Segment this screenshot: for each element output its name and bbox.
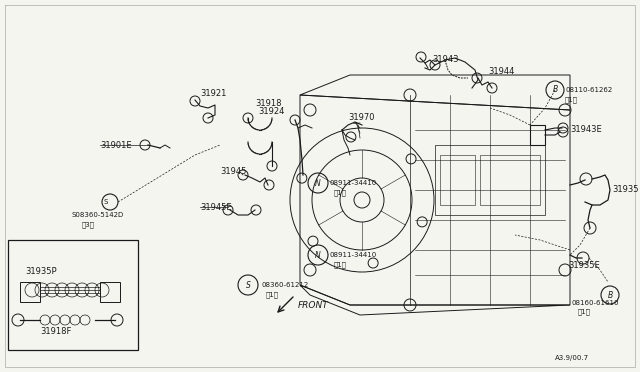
Text: B: B [552,86,557,94]
Text: 08160-61610: 08160-61610 [572,300,620,306]
Text: N: N [315,179,321,187]
Text: 08110-61262: 08110-61262 [565,87,612,93]
Text: 〈1〉: 〈1〉 [266,292,279,298]
Bar [530,125,545,145]
Text: 〈3〉: 〈3〉 [82,222,95,228]
Bar [20,282,40,302]
Text: A3.9/00.7: A3.9/00.7 [555,355,589,361]
Bar [8,240,138,350]
Text: 31945: 31945 [220,167,246,176]
Text: 31921: 31921 [200,89,227,97]
Text: S: S [104,199,108,205]
Text: 31944: 31944 [488,67,515,77]
Text: 〈1〉: 〈1〉 [565,97,578,103]
Text: 08360-61212: 08360-61212 [262,282,309,288]
Text: FRONT: FRONT [298,301,329,310]
Text: S: S [246,280,250,289]
Text: 31935E: 31935E [568,260,600,269]
Text: 31924: 31924 [259,108,285,116]
Text: 31945E: 31945E [200,202,232,212]
Text: 〈1〉: 〈1〉 [578,309,591,315]
Text: S08360-5142D: S08360-5142D [72,212,124,218]
Text: 31943: 31943 [432,55,458,64]
Bar [100,282,120,302]
Text: 31935: 31935 [612,186,639,195]
Text: 〈1〉: 〈1〉 [334,262,347,268]
Text: 31935P: 31935P [25,267,56,276]
Bar [435,145,545,215]
Text: 31901E: 31901E [100,141,132,150]
Bar [440,155,475,205]
Text: 31918F: 31918F [40,327,72,337]
Text: B: B [607,291,612,299]
Text: 31918: 31918 [255,99,282,108]
Text: 08911-34410: 08911-34410 [330,180,377,186]
Text: N: N [315,250,321,260]
Text: 31970: 31970 [348,113,374,122]
Bar [480,155,540,205]
Text: 31943E: 31943E [570,125,602,135]
Text: 08911-34410: 08911-34410 [330,252,377,258]
Text: 〈1〉: 〈1〉 [334,190,347,196]
